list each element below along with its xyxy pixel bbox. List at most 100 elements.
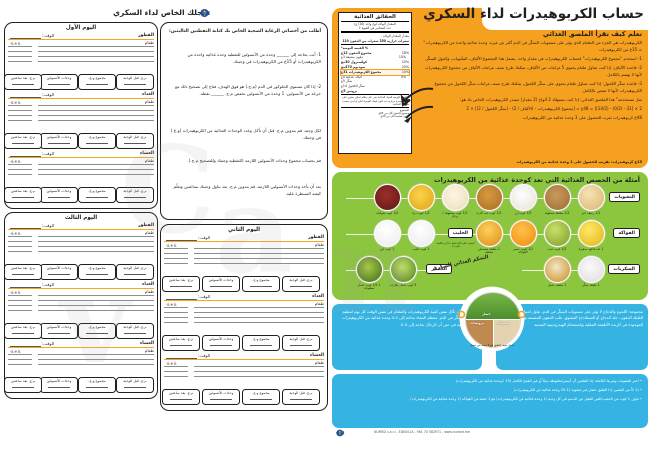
food-item[interactable]: 1/2 كوب حبة الذرة (474, 184, 504, 215)
summary-box-insulin-units[interactable]: وحدات الأنسولين (40, 264, 78, 280)
food-item[interactable]: 1 حبة فاكهة صغيرة (576, 220, 606, 251)
write-line-carb[interactable] (8, 300, 32, 301)
summary-box-bg-before[interactable]: م.ج. قبل الوجبة (116, 133, 154, 149)
group-label-vegetables[interactable]: الخضار (426, 264, 452, 275)
summary-box-bg-after[interactable]: م.ج. بعد ساعتين (4, 377, 42, 393)
write-line[interactable] (194, 253, 324, 254)
write-line[interactable] (38, 46, 154, 47)
time-write-line[interactable] (166, 357, 197, 359)
write-line-carb[interactable] (8, 305, 32, 306)
summary-box-bg-before[interactable]: م.ج. قبل الوجبة (116, 74, 154, 90)
summary-box-insulin-units[interactable]: وحدات الأنسولين (40, 323, 78, 339)
write-line[interactable] (38, 110, 154, 111)
summary-box-bg-after[interactable]: م.ج. بعد ساعتين (4, 187, 42, 203)
write-line[interactable] (194, 376, 324, 377)
write-line-carb[interactable] (164, 248, 188, 249)
food-item[interactable]: 2 ملعقة مشمش مجفف (474, 220, 504, 255)
write-line[interactable] (194, 307, 324, 308)
food-item[interactable]: 1/2 بطاطا مسلوقة (542, 184, 572, 215)
write-line-carb[interactable] (8, 310, 32, 311)
write-line[interactable] (38, 359, 154, 360)
food-item[interactable]: 1/2 كوب مسلوقة / برغل (440, 184, 470, 219)
summary-box-insulin-units[interactable]: وحدات الأنسولين (202, 389, 240, 405)
write-line-carb[interactable] (8, 174, 32, 175)
write-line-carb[interactable] (164, 371, 188, 372)
summary-box-bg-before[interactable]: م.ج. قبل الوجبة (116, 377, 154, 393)
write-line[interactable] (194, 322, 324, 323)
time-write-line[interactable] (166, 298, 197, 300)
write-line-carb[interactable] (8, 241, 32, 242)
write-line-carb[interactable] (8, 246, 32, 247)
food-item[interactable]: 1/2 كوب عنب (542, 220, 572, 251)
write-line[interactable] (38, 169, 154, 170)
summary-box-bg-after[interactable]: م.ج. بعد ساعتين (4, 264, 42, 280)
time-write-line[interactable] (10, 37, 41, 39)
time-write-line[interactable] (10, 286, 41, 288)
write-line[interactable] (38, 56, 154, 57)
summary-box-insulin-units[interactable]: وحدات الأنسولين (40, 74, 78, 90)
time-write-line[interactable] (10, 155, 41, 157)
write-line[interactable] (38, 115, 154, 116)
write-line[interactable] (38, 364, 154, 365)
write-line-carb[interactable] (164, 253, 188, 254)
write-line[interactable] (38, 174, 154, 175)
food-item[interactable]: 1/2 كوب بقوليات (372, 184, 402, 215)
write-line-carb[interactable] (8, 251, 32, 252)
summary-box-total-carb[interactable]: مجموع و.غ. (242, 335, 280, 351)
group-label-starches[interactable]: النشويات (609, 192, 640, 203)
summary-box-total-carb[interactable]: مجموع و.غ. (242, 276, 280, 292)
summary-box-bg-after[interactable]: م.ج. بعد ساعتين (162, 389, 200, 405)
write-line-carb[interactable] (8, 120, 32, 121)
write-line[interactable] (194, 317, 324, 318)
write-line[interactable] (38, 105, 154, 106)
summary-box-insulin-units[interactable]: وحدات الأنسولين (40, 377, 78, 393)
write-line-carb[interactable] (164, 263, 188, 264)
summary-box-bg-after[interactable]: م.ج. بعد ساعتين (162, 335, 200, 351)
food-item[interactable]: 1 كوب حليب (406, 220, 436, 251)
write-line[interactable] (194, 263, 324, 264)
write-line[interactable] (38, 354, 154, 355)
summary-box-total-carb[interactable]: مجموع و.غ. (78, 323, 116, 339)
write-line-carb[interactable] (8, 164, 32, 165)
food-item[interactable]: 1 1/2 كوب خضار مطبوخة (354, 256, 384, 291)
write-line-carb[interactable] (8, 105, 32, 106)
summary-box-bg-before[interactable]: م.ج. قبل الوجبة (116, 264, 154, 280)
summary-box-bg-before[interactable]: م.ج. قبل الوجبة (282, 276, 320, 292)
time-write-line[interactable] (166, 239, 197, 241)
write-line-carb[interactable] (164, 376, 188, 377)
time-write-line[interactable] (10, 96, 41, 98)
food-item[interactable]: 1/2 كوب ذرة (406, 184, 436, 215)
write-line[interactable] (194, 371, 324, 372)
write-line[interactable] (194, 312, 324, 313)
food-item[interactable]: 1/3 كوب أرز (508, 184, 538, 215)
write-line[interactable] (38, 305, 154, 306)
food-item[interactable]: 1/1 رغيف خبز (576, 184, 606, 215)
write-line-carb[interactable] (164, 258, 188, 259)
write-line[interactable] (38, 310, 154, 311)
summary-box-bg-after[interactable]: م.ج. بعد ساعتين (4, 133, 42, 149)
summary-box-total-carb[interactable]: مجموع و.غ. (78, 133, 116, 149)
write-line[interactable] (38, 51, 154, 52)
summary-box-total-carb[interactable]: مجموع و.غ. (242, 389, 280, 405)
write-line-carb[interactable] (164, 307, 188, 308)
write-line-carb[interactable] (8, 110, 32, 111)
summary-box-bg-before[interactable]: م.ج. قبل الوجبة (282, 389, 320, 405)
write-line[interactable] (38, 241, 154, 242)
write-line-carb[interactable] (164, 312, 188, 313)
summary-box-total-carb[interactable]: مجموع و.غ. (78, 74, 116, 90)
summary-box-bg-after[interactable]: م.ج. بعد ساعتين (4, 323, 42, 339)
write-line[interactable] (38, 120, 154, 121)
summary-box-insulin-units[interactable]: وحدات الأنسولين (202, 276, 240, 292)
group-label-fruits[interactable]: الفواكه (613, 228, 640, 239)
write-line-carb[interactable] (164, 317, 188, 318)
write-line-carb[interactable] (8, 46, 32, 47)
summary-box-bg-before[interactable]: م.ج. قبل الوجبة (282, 335, 320, 351)
write-line[interactable] (38, 251, 154, 252)
food-item[interactable]: 1 كوب لبن (372, 220, 402, 251)
summary-box-bg-after[interactable]: م.ج. بعد ساعتين (4, 74, 42, 90)
summary-box-bg-after[interactable]: م.ج. بعد ساعتين (162, 276, 200, 292)
write-line[interactable] (38, 295, 154, 296)
write-line-carb[interactable] (8, 295, 32, 296)
group-label-sugars[interactable]: السكريات (608, 264, 640, 275)
write-line[interactable] (194, 248, 324, 249)
